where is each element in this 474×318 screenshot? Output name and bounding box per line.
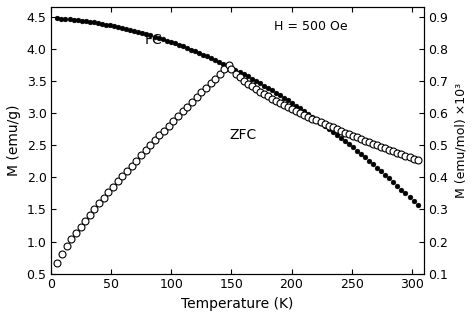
Text: ZFC: ZFC bbox=[229, 128, 256, 142]
X-axis label: Temperature (K): Temperature (K) bbox=[182, 297, 294, 311]
Text: FC: FC bbox=[145, 33, 163, 47]
Text: H = 500 Oe: H = 500 Oe bbox=[273, 20, 347, 33]
Y-axis label: M (emu/mol) ×10³: M (emu/mol) ×10³ bbox=[454, 83, 467, 198]
Y-axis label: M (emu/g): M (emu/g) bbox=[7, 105, 21, 176]
